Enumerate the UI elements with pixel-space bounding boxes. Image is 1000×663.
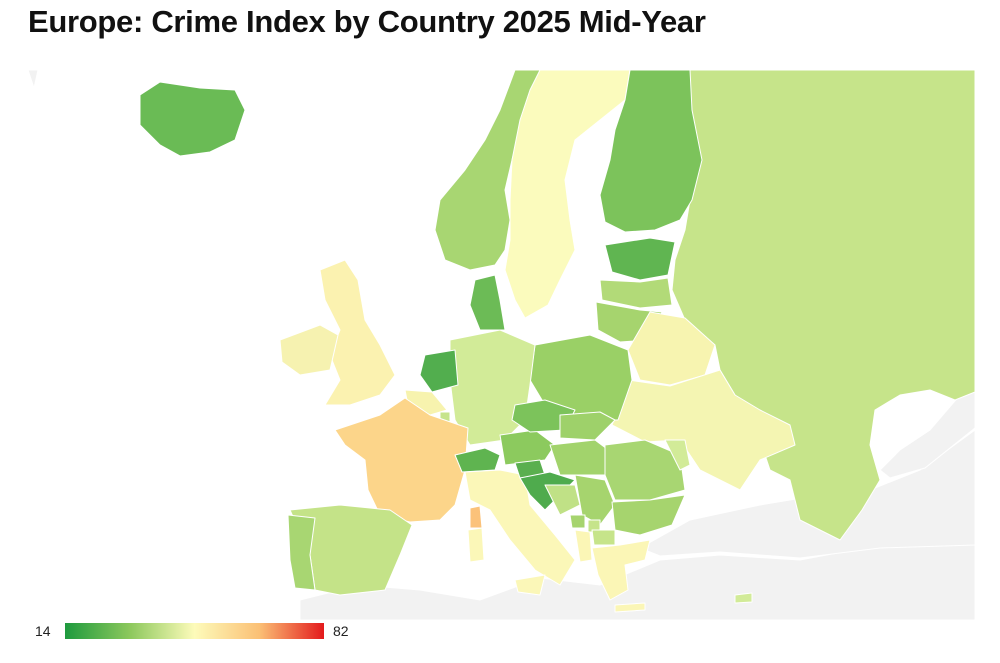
country-austria[interactable] — [499, 429, 556, 466]
region-turkey-middle-east — [638, 429, 976, 559]
region-greenland-edge — [27, 69, 39, 90]
country-north-macedonia[interactable] — [591, 529, 616, 546]
country-estonia[interactable] — [604, 237, 676, 281]
country-iceland[interactable] — [139, 81, 246, 157]
country-serbia[interactable] — [574, 474, 616, 526]
no-data-regions — [27, 69, 976, 620]
country-switzerland[interactable] — [454, 447, 501, 473]
country-sweden[interactable] — [504, 69, 631, 319]
country-romania[interactable] — [604, 439, 686, 501]
country-slovakia[interactable] — [559, 411, 616, 441]
country-crete[interactable] — [614, 602, 646, 613]
map-title: Europe: Crime Index by Country 2025 Mid-… — [28, 4, 706, 39]
country-france[interactable] — [334, 397, 469, 523]
legend-min-label: 14 — [35, 623, 51, 639]
country-latvia[interactable] — [599, 277, 673, 309]
country-montenegro[interactable] — [569, 514, 586, 529]
europe-choropleth-map — [27, 69, 976, 620]
country-ireland[interactable] — [279, 324, 339, 376]
legend-max-label: 82 — [333, 623, 349, 639]
country-cyprus[interactable] — [734, 592, 753, 604]
countries — [139, 69, 976, 613]
country-greece[interactable] — [591, 539, 651, 601]
country-albania[interactable] — [574, 529, 593, 563]
country-moldova[interactable] — [664, 439, 691, 471]
country-poland[interactable] — [529, 334, 633, 421]
country-corsica[interactable] — [469, 505, 483, 529]
country-uk[interactable] — [319, 259, 396, 406]
country-sicily[interactable] — [514, 574, 546, 596]
country-portugal[interactable] — [287, 514, 316, 591]
country-ukraine[interactable] — [611, 369, 796, 491]
region-north-africa — [299, 539, 976, 620]
country-sardinia[interactable] — [467, 527, 485, 563]
legend-color-bar — [65, 623, 324, 639]
country-finland[interactable] — [599, 69, 703, 233]
country-bulgaria[interactable] — [611, 494, 686, 536]
color-legend: 14 82 — [35, 622, 365, 642]
country-denmark[interactable] — [469, 274, 506, 331]
country-netherlands[interactable] — [419, 349, 459, 393]
